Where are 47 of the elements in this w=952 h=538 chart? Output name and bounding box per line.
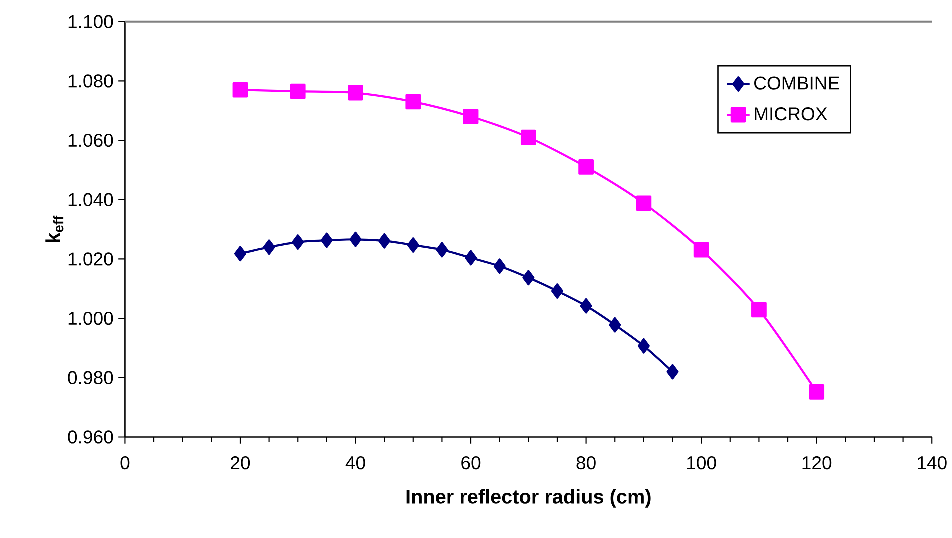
y-tick-label: 1.020	[68, 252, 114, 266]
x-tick-label: 40	[346, 456, 366, 470]
x-tick-label: 100	[688, 456, 716, 470]
point	[234, 246, 247, 262]
point	[520, 130, 536, 146]
y-axis-title: k$_{eff}$	[46, 216, 64, 243]
point	[638, 338, 650, 354]
point	[666, 364, 679, 380]
point	[436, 242, 448, 258]
x-axis-title: Inner reflector radius (cm)	[406, 490, 651, 508]
y-tick-label: 0.980	[68, 372, 114, 385]
y-tick-label: 1.000	[68, 312, 114, 326]
point	[348, 86, 364, 101]
point	[551, 284, 564, 300]
point	[406, 94, 422, 110]
x-tick-label: 0	[120, 456, 130, 470]
point	[752, 302, 767, 318]
legend-label: COMBINE	[754, 76, 840, 90]
point	[494, 258, 506, 274]
point	[407, 238, 420, 254]
point	[464, 250, 478, 266]
point	[320, 233, 333, 248]
x-tick-label: 20	[231, 456, 250, 470]
y-tick-label: 1.100	[68, 15, 114, 29]
x-tick-label: 120	[802, 456, 832, 470]
point	[809, 384, 825, 400]
point	[290, 84, 306, 100]
y-tick-label: 1.080	[68, 74, 114, 88]
point	[609, 318, 622, 333]
y-tick-label: 1.060	[68, 134, 114, 148]
x-tick-label: 140	[918, 456, 947, 470]
x-tick-label: 60	[462, 456, 481, 470]
point	[378, 234, 391, 249]
point	[522, 270, 535, 286]
y-tick-label: 1.040	[68, 193, 114, 207]
point	[350, 232, 362, 248]
legend-label: MICROX	[755, 108, 828, 121]
point	[636, 196, 652, 212]
y-tick-label: 0.960	[68, 430, 114, 444]
point	[263, 240, 276, 256]
point	[232, 82, 248, 98]
x-tick-label: 80	[576, 456, 596, 470]
point	[578, 160, 594, 176]
point	[292, 234, 304, 250]
point	[580, 298, 592, 314]
point	[463, 109, 479, 125]
point	[694, 242, 710, 258]
